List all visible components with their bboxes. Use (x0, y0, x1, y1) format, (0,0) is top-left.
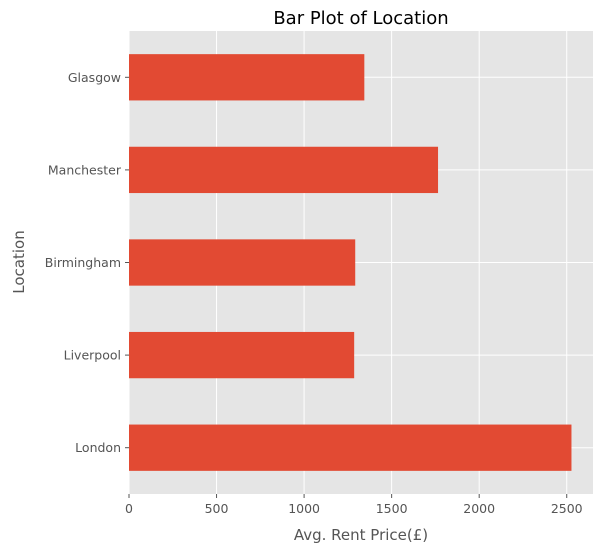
x-tick-label: 0 (125, 501, 133, 516)
chart-title: Bar Plot of Location (273, 8, 448, 29)
x-tick-label: 500 (205, 501, 229, 516)
y-axis-label: Location (10, 230, 28, 293)
x-tick-label: 1000 (288, 501, 320, 516)
y-tick-label-glasgow: Glasgow (68, 70, 121, 85)
bar-birmingham (129, 239, 356, 286)
x-tick-label: 2500 (551, 501, 583, 516)
y-axis-ticks: London Liverpool Birmingham Manchester Glasg… (45, 70, 129, 455)
y-tick-label-liverpool: Liverpool (64, 348, 121, 363)
bar-liverpool (129, 331, 355, 379)
x-axis-ticks: 0 500 1000 1500 2000 2500 (125, 494, 583, 516)
bars (129, 54, 572, 471)
x-axis-label: Avg. Rent Price(£) (294, 526, 428, 544)
bar-glasgow (129, 54, 365, 101)
x-tick-label: 2000 (463, 501, 495, 516)
x-tick-label: 1500 (376, 501, 408, 516)
bar-manchester (129, 146, 439, 194)
y-tick-label-manchester: Manchester (48, 162, 122, 177)
y-tick-label-london: London (75, 440, 121, 455)
bar-london (129, 424, 572, 471)
y-tick-label-birmingham: Birmingham (45, 255, 121, 270)
